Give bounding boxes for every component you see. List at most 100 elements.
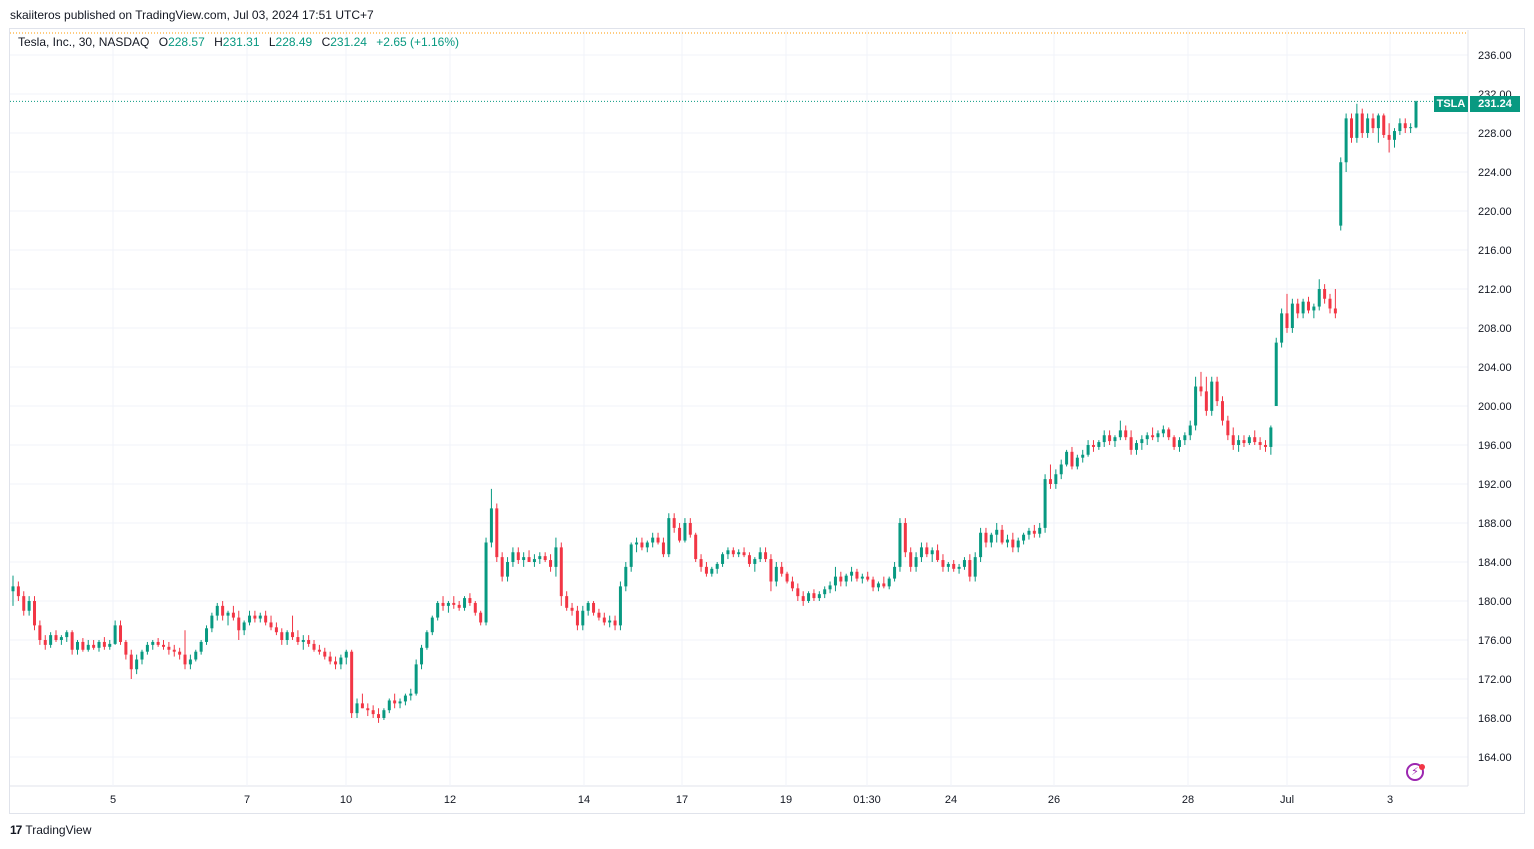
candle-body: [145, 644, 149, 652]
candle-body: [721, 554, 725, 564]
candle-body: [1129, 437, 1133, 450]
candle-body: [790, 581, 794, 589]
candle-body: [844, 575, 848, 582]
candle: [307, 635, 311, 647]
candle-body: [1027, 530, 1031, 535]
candle-body: [253, 615, 257, 619]
candle: [323, 647, 327, 660]
candle-body: [833, 576, 837, 586]
candle: [296, 630, 300, 645]
candle: [16, 581, 20, 601]
candle: [280, 628, 284, 645]
candle-body: [33, 601, 37, 626]
candle: [726, 547, 730, 560]
candle-body: [1263, 445, 1267, 447]
candle: [699, 554, 703, 572]
candle: [446, 601, 450, 613]
candle: [747, 552, 751, 567]
candle-body: [936, 550, 940, 561]
candle-body: [925, 547, 929, 555]
candle-body: [586, 602, 590, 611]
candle: [1317, 279, 1321, 311]
candle: [1349, 113, 1353, 143]
candle-body: [565, 596, 569, 608]
candle-body: [516, 552, 520, 561]
x-tick-label: Jul: [1280, 794, 1294, 806]
candle: [27, 596, 31, 616]
candle: [49, 632, 53, 648]
candle: [710, 566, 714, 577]
candle: [162, 640, 166, 650]
candle: [807, 591, 811, 603]
candle: [656, 532, 660, 545]
time-axis[interactable]: 5 7 10 12 14 17 19 01:30 24 26 28 Jul 3: [110, 794, 1393, 806]
lightning-icon[interactable]: ⚡: [1406, 763, 1424, 781]
candle-body: [38, 625, 42, 640]
candle-body: [893, 566, 897, 579]
candle-body: [371, 710, 375, 715]
candle: [952, 560, 956, 572]
x-tick-label: 12: [444, 794, 456, 806]
candle-body: [1075, 457, 1079, 467]
candle-body: [538, 556, 542, 560]
candle-body: [1301, 301, 1305, 314]
candle-body: [1022, 534, 1026, 541]
candle-body: [1048, 479, 1052, 484]
y-tick-label: 212.00: [1478, 284, 1512, 296]
candle: [1161, 425, 1165, 438]
candle: [801, 591, 805, 606]
candle-body: [957, 566, 961, 569]
candle: [1210, 376, 1214, 416]
candle-body: [624, 566, 628, 587]
candle-body: [312, 643, 316, 650]
candle-body: [812, 593, 816, 599]
candle: [645, 540, 649, 553]
candle-body: [27, 601, 31, 611]
x-tick-label: 24: [945, 794, 957, 806]
y-tick-label: 172.00: [1478, 674, 1512, 686]
candle: [102, 637, 106, 650]
footer-brand[interactable]: 17 TradingView: [10, 823, 91, 837]
candle-body: [1355, 113, 1359, 138]
candle: [1118, 420, 1122, 441]
candle-body: [930, 550, 934, 555]
price-axis[interactable]: 164.00 168.00 172.00 176.00 180.00 184.00 188.…: [1478, 50, 1512, 764]
candle-body: [479, 612, 483, 623]
footer-brand-name: TradingView: [25, 823, 92, 837]
candle-body: [715, 563, 719, 569]
candle: [694, 532, 698, 562]
candle: [328, 651, 332, 665]
candle: [430, 615, 434, 636]
x-tick-label: 7: [244, 794, 250, 806]
candle-body: [1156, 433, 1160, 438]
candle-body: [1376, 115, 1380, 129]
y-tick-label: 224.00: [1478, 167, 1512, 179]
candle: [651, 532, 655, 548]
candle-body: [403, 695, 407, 702]
candle: [1312, 303, 1316, 319]
candle-body: [914, 557, 918, 567]
candle-body: [355, 703, 359, 714]
y-tick-label: 188.00: [1478, 518, 1512, 530]
candle-body: [1349, 118, 1353, 138]
candle: [936, 544, 940, 562]
candle-body: [672, 518, 676, 528]
candle-body: [43, 640, 47, 645]
candle-body: [167, 646, 171, 650]
candle-body: [559, 547, 563, 597]
x-tick-label: 17: [676, 794, 688, 806]
candle-body: [1306, 301, 1310, 311]
y-tick-label: 168.00: [1478, 713, 1512, 725]
candle: [817, 591, 821, 601]
candle-body: [1005, 539, 1009, 543]
candle: [11, 575, 15, 606]
candle-body: [1011, 539, 1015, 548]
candle: [586, 601, 590, 616]
candle-body: [296, 637, 300, 642]
candle: [704, 562, 708, 577]
candle: [1188, 420, 1192, 441]
candle: [301, 635, 305, 650]
candle: [833, 566, 837, 592]
y-tick-label: 204.00: [1478, 362, 1512, 374]
